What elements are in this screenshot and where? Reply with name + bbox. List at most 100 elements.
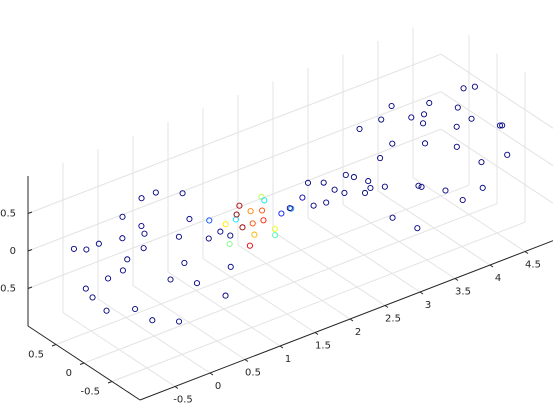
grid-line [27, 128, 442, 289]
point [226, 240, 233, 247]
point [175, 233, 182, 240]
point [367, 184, 374, 192]
grid-line [111, 221, 526, 382]
point [286, 205, 293, 212]
point [119, 213, 126, 220]
point [233, 211, 240, 218]
x-tick-label: 0 [215, 381, 221, 392]
point [260, 217, 267, 224]
x-tick [244, 359, 249, 362]
point [205, 235, 212, 242]
point [278, 210, 285, 217]
grid-line [440, 53, 554, 129]
point [249, 220, 256, 227]
point [272, 232, 279, 239]
point [304, 179, 312, 186]
point [478, 159, 485, 166]
point [167, 276, 174, 283]
point [259, 207, 266, 214]
point [176, 318, 183, 325]
point [389, 214, 396, 221]
x-tick-label: 2.5 [385, 314, 401, 325]
point [206, 217, 213, 224]
z-tick-label: 0 [10, 246, 16, 257]
point [105, 275, 112, 282]
point [95, 240, 102, 247]
x-tick-label: 4 [495, 273, 501, 284]
point [499, 122, 506, 129]
x-tick [419, 291, 424, 295]
y-tick [51, 344, 57, 347]
y-tick-label: -0.5 [80, 387, 100, 398]
z-tick [27, 286, 33, 289]
point [193, 280, 201, 287]
x-tick-label: 1 [285, 354, 291, 365]
point [421, 111, 428, 118]
y-tick [107, 381, 113, 384]
x-tick [209, 372, 214, 376]
point [227, 263, 234, 270]
point [377, 155, 384, 162]
point [227, 232, 234, 239]
point [119, 267, 126, 274]
x-tick [489, 264, 494, 268]
grid-line [27, 53, 442, 214]
point [365, 178, 372, 185]
point [222, 292, 229, 299]
point [415, 182, 422, 189]
x-tick [279, 345, 284, 349]
point [420, 120, 427, 127]
grid-line [440, 128, 554, 204]
x-tick [454, 278, 459, 281]
point [141, 230, 148, 237]
x-tick-label: 2 [355, 327, 361, 338]
z-tick-label: 0.5 [0, 209, 16, 220]
point [186, 215, 193, 223]
point [331, 186, 338, 193]
point [468, 115, 475, 122]
point [350, 174, 357, 181]
point [504, 151, 511, 158]
point [239, 224, 246, 231]
point [179, 190, 186, 197]
x-tick [384, 305, 389, 308]
point [138, 222, 145, 230]
x-tick-label: 0.5 [245, 368, 261, 379]
point [246, 242, 253, 249]
point [389, 140, 396, 147]
point [103, 307, 110, 314]
point [442, 187, 449, 194]
point [342, 171, 349, 178]
point [341, 189, 348, 196]
y-tick [79, 362, 85, 365]
point [124, 256, 131, 263]
point [408, 114, 415, 121]
point [453, 123, 460, 130]
x-tick-label: 1.5 [315, 341, 331, 352]
grid-line [27, 91, 442, 252]
point [320, 179, 327, 186]
x-tick-label: 3 [425, 300, 431, 311]
point [388, 102, 395, 110]
x-tick [174, 386, 179, 389]
x-tick [314, 332, 319, 335]
point [453, 143, 460, 150]
point [271, 225, 278, 232]
point [236, 202, 243, 209]
grid-line [55, 184, 470, 345]
point [479, 184, 486, 191]
point [140, 245, 147, 252]
point [299, 194, 306, 201]
point [378, 116, 385, 123]
x-tick-label: -0.5 [173, 395, 193, 406]
grid-line [83, 203, 498, 364]
point [454, 104, 461, 111]
y-tick-label: 0.5 [28, 350, 44, 361]
point [247, 208, 254, 215]
x-tick [524, 251, 529, 254]
point [460, 85, 467, 92]
point [83, 246, 90, 253]
point [421, 140, 429, 147]
z-tick [27, 211, 33, 214]
